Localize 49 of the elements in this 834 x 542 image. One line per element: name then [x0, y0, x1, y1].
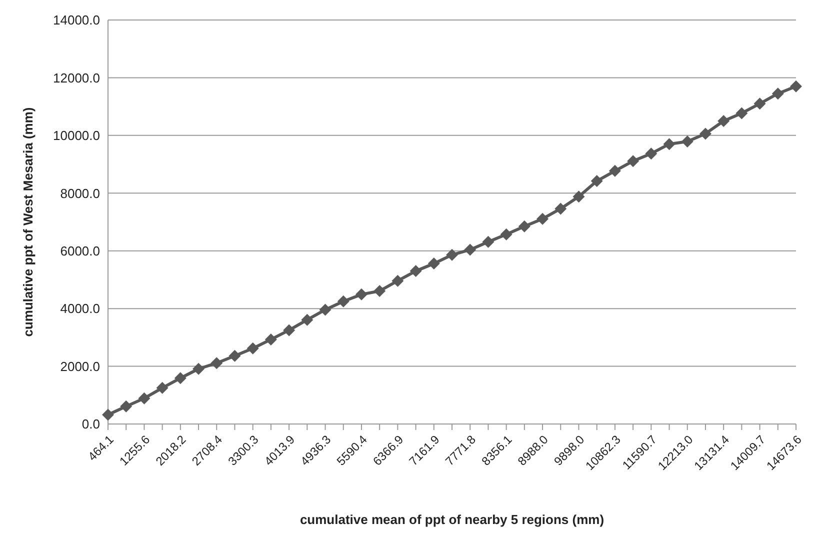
point	[718, 115, 730, 127]
point	[572, 190, 585, 203]
x-axis-title: cumulative mean of ppt of nearby 5 regions (mm)	[300, 512, 604, 527]
point	[264, 333, 277, 346]
y-tick-label: 12000.0	[53, 70, 100, 86]
y-tick-label: 10000.0	[53, 128, 100, 144]
point	[482, 236, 494, 248]
point	[500, 228, 512, 240]
y-tick-label: 14000.0	[53, 12, 100, 28]
point	[337, 295, 350, 308]
point	[210, 357, 223, 370]
point	[608, 164, 621, 177]
point	[464, 244, 476, 256]
point	[736, 107, 748, 120]
point	[192, 362, 205, 375]
point	[754, 98, 766, 110]
point	[410, 265, 422, 278]
point	[645, 148, 658, 160]
point	[536, 212, 549, 225]
point	[246, 342, 259, 354]
y-tick-label: 2000.0	[60, 358, 100, 374]
point	[699, 128, 712, 140]
point	[319, 304, 332, 316]
point	[772, 88, 784, 100]
point	[228, 350, 241, 362]
point	[283, 324, 296, 336]
point	[663, 138, 676, 150]
point	[120, 400, 132, 412]
point	[790, 80, 802, 92]
y-tick-label: 6000.0	[60, 243, 100, 258]
point	[428, 258, 440, 270]
point	[301, 314, 314, 326]
point	[102, 408, 114, 421]
y-tick-label: 0.0	[82, 416, 100, 432]
point	[355, 288, 368, 300]
point	[392, 274, 404, 287]
point	[554, 202, 567, 215]
y-tick-label: 8000.0	[60, 186, 100, 201]
point	[374, 284, 386, 297]
point	[446, 248, 458, 261]
point	[174, 372, 186, 384]
point	[138, 392, 150, 404]
point	[156, 382, 168, 394]
point	[590, 175, 603, 188]
point	[518, 220, 530, 232]
y-axis-title: cumulative ppt of West Mesaria (mm)	[20, 107, 36, 337]
point	[681, 135, 694, 148]
point	[627, 155, 640, 168]
y-tick-label: 4000.0	[60, 301, 100, 316]
